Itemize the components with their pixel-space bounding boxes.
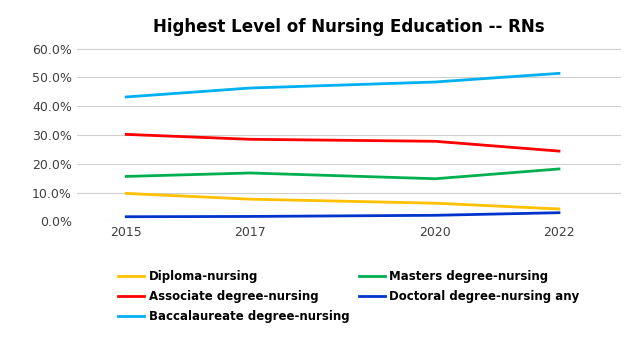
Associate degree-nursing [122, 132, 130, 136]
Doctoral degree-nursing any [555, 211, 563, 215]
Diploma-nursing [246, 197, 253, 201]
Masters degree-nursing [122, 174, 130, 178]
Line: Masters degree-nursing: Masters degree-nursing [126, 169, 559, 179]
Masters degree-nursing [555, 167, 563, 171]
Doctoral degree-nursing any [122, 215, 130, 219]
Diploma-nursing [122, 191, 130, 196]
Baccalaureate degree-nursing [555, 71, 563, 75]
Associate degree-nursing [555, 149, 563, 153]
Line: Doctoral degree-nursing any: Doctoral degree-nursing any [126, 213, 559, 217]
Doctoral degree-nursing any [431, 213, 439, 217]
Line: Associate degree-nursing: Associate degree-nursing [126, 134, 559, 151]
Associate degree-nursing [246, 137, 253, 141]
Line: Baccalaureate degree-nursing: Baccalaureate degree-nursing [126, 73, 559, 97]
Title: Highest Level of Nursing Education -- RNs: Highest Level of Nursing Education -- RN… [153, 18, 545, 36]
Line: Diploma-nursing: Diploma-nursing [126, 193, 559, 209]
Baccalaureate degree-nursing [246, 86, 253, 90]
Diploma-nursing [431, 201, 439, 205]
Doctoral degree-nursing any [246, 214, 253, 218]
Associate degree-nursing [431, 139, 439, 144]
Masters degree-nursing [246, 171, 253, 175]
Baccalaureate degree-nursing [431, 80, 439, 84]
Baccalaureate degree-nursing [122, 95, 130, 99]
Legend: Diploma-nursing, Associate degree-nursing, Baccalaureate degree-nursing, Masters: Diploma-nursing, Associate degree-nursin… [115, 267, 583, 327]
Masters degree-nursing [431, 177, 439, 181]
Diploma-nursing [555, 207, 563, 211]
